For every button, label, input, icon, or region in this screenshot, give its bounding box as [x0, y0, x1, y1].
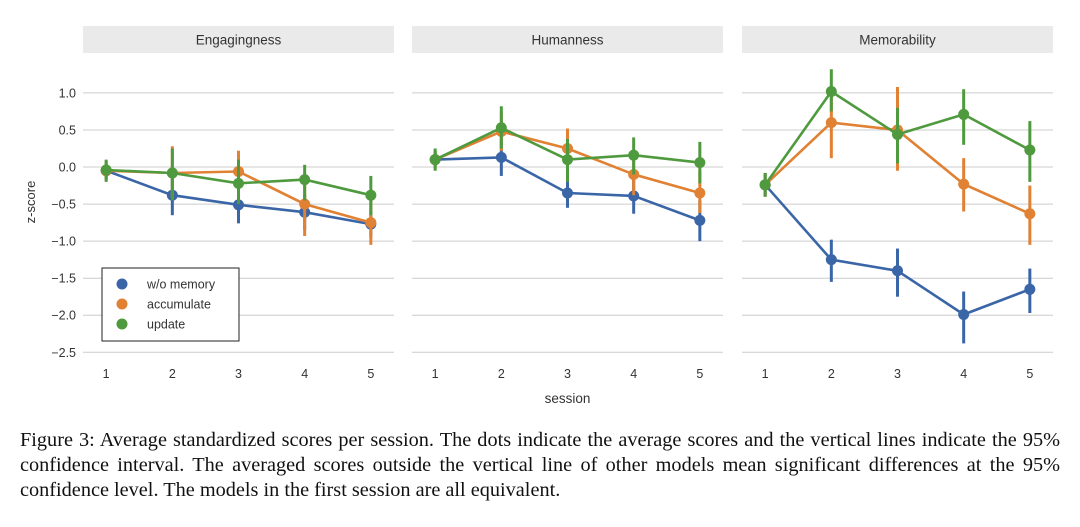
panel-title-strip	[83, 26, 394, 53]
data-point	[694, 157, 706, 169]
panel-title: Memorability	[859, 33, 936, 48]
x-tick-label: 4	[630, 367, 637, 381]
legend-label: accumulate	[147, 298, 211, 312]
x-tick-label: 2	[498, 367, 505, 381]
data-point	[958, 309, 970, 321]
legend-marker	[116, 298, 128, 310]
y-tick-label: −2.5	[51, 346, 76, 360]
y-tick-label: −1.0	[51, 235, 76, 249]
data-point	[825, 85, 837, 97]
x-tick-label: 2	[828, 367, 835, 381]
figure-caption: Figure 3: Average standardized scores pe…	[20, 429, 1060, 501]
series-update	[100, 148, 377, 216]
panel-title-strip	[412, 26, 723, 53]
data-point	[958, 178, 970, 190]
data-point	[562, 154, 573, 166]
data-point	[628, 190, 640, 202]
y-tick-label: −2.0	[51, 309, 76, 323]
legend-marker	[116, 278, 128, 290]
x-tick-label: 3	[564, 367, 571, 381]
data-point	[299, 174, 311, 186]
data-point	[958, 108, 970, 120]
data-point	[233, 177, 244, 189]
data-point	[1024, 144, 1036, 156]
panel-memorability: Memorability 1 2 3 4 5	[742, 26, 1053, 381]
x-tick-label: 4	[960, 367, 967, 381]
x-tick-label: 5	[696, 367, 703, 381]
x-tick-label: 5	[367, 367, 374, 381]
data-point	[892, 265, 903, 277]
y-tick-label: 0.5	[59, 123, 76, 137]
legend-label: w/o memory	[146, 278, 216, 292]
y-tick-label: −1.5	[51, 272, 76, 286]
x-tick-label: 2	[169, 367, 176, 381]
panel-title: Humanness	[531, 33, 603, 48]
data-point	[299, 198, 311, 210]
data-point	[365, 189, 377, 201]
legend: w/o memory accumulate update	[101, 267, 240, 342]
data-point	[365, 217, 377, 229]
x-tick-label: 5	[1026, 367, 1033, 381]
x-tick-label: 3	[894, 367, 901, 381]
panel-title: Engagingness	[196, 33, 282, 48]
data-point	[825, 117, 837, 129]
data-point	[694, 187, 706, 199]
data-point	[166, 167, 178, 179]
data-point	[1024, 208, 1036, 220]
data-point	[892, 128, 903, 140]
data-point	[562, 187, 573, 199]
data-point	[100, 164, 112, 176]
y-tick-label: 1.0	[59, 86, 76, 100]
x-tick-label: 4	[301, 367, 308, 381]
x-tick-label: 3	[235, 367, 242, 381]
data-point	[628, 149, 640, 161]
series-update	[759, 69, 1036, 197]
legend-label: update	[147, 318, 185, 332]
chart-figure: z-score 1.0 0.5 0.0 −0.5 −1.0 −1.5 −2.0 −2.5 Enga…	[23, 26, 1053, 406]
data-point	[759, 179, 771, 191]
x-tick-label: 1	[762, 367, 769, 381]
y-tick-label: −0.5	[51, 198, 76, 212]
x-tick-label: 1	[432, 367, 439, 381]
panel-humanness: Humanness 1 2 3 4 5	[412, 26, 723, 381]
data-point	[1024, 283, 1036, 295]
data-point	[429, 154, 441, 166]
data-point	[233, 199, 244, 211]
panel-title-strip	[742, 26, 1053, 53]
y-axis-label: z-score	[23, 181, 38, 224]
data-point	[495, 151, 507, 163]
data-point	[825, 254, 837, 266]
data-point	[495, 122, 507, 134]
series-update	[429, 106, 706, 184]
y-tick-label: 0.0	[59, 161, 76, 175]
x-tick-label: 1	[103, 367, 110, 381]
legend-marker	[116, 318, 128, 330]
data-point	[694, 214, 706, 226]
x-axis-label: session	[545, 391, 591, 406]
